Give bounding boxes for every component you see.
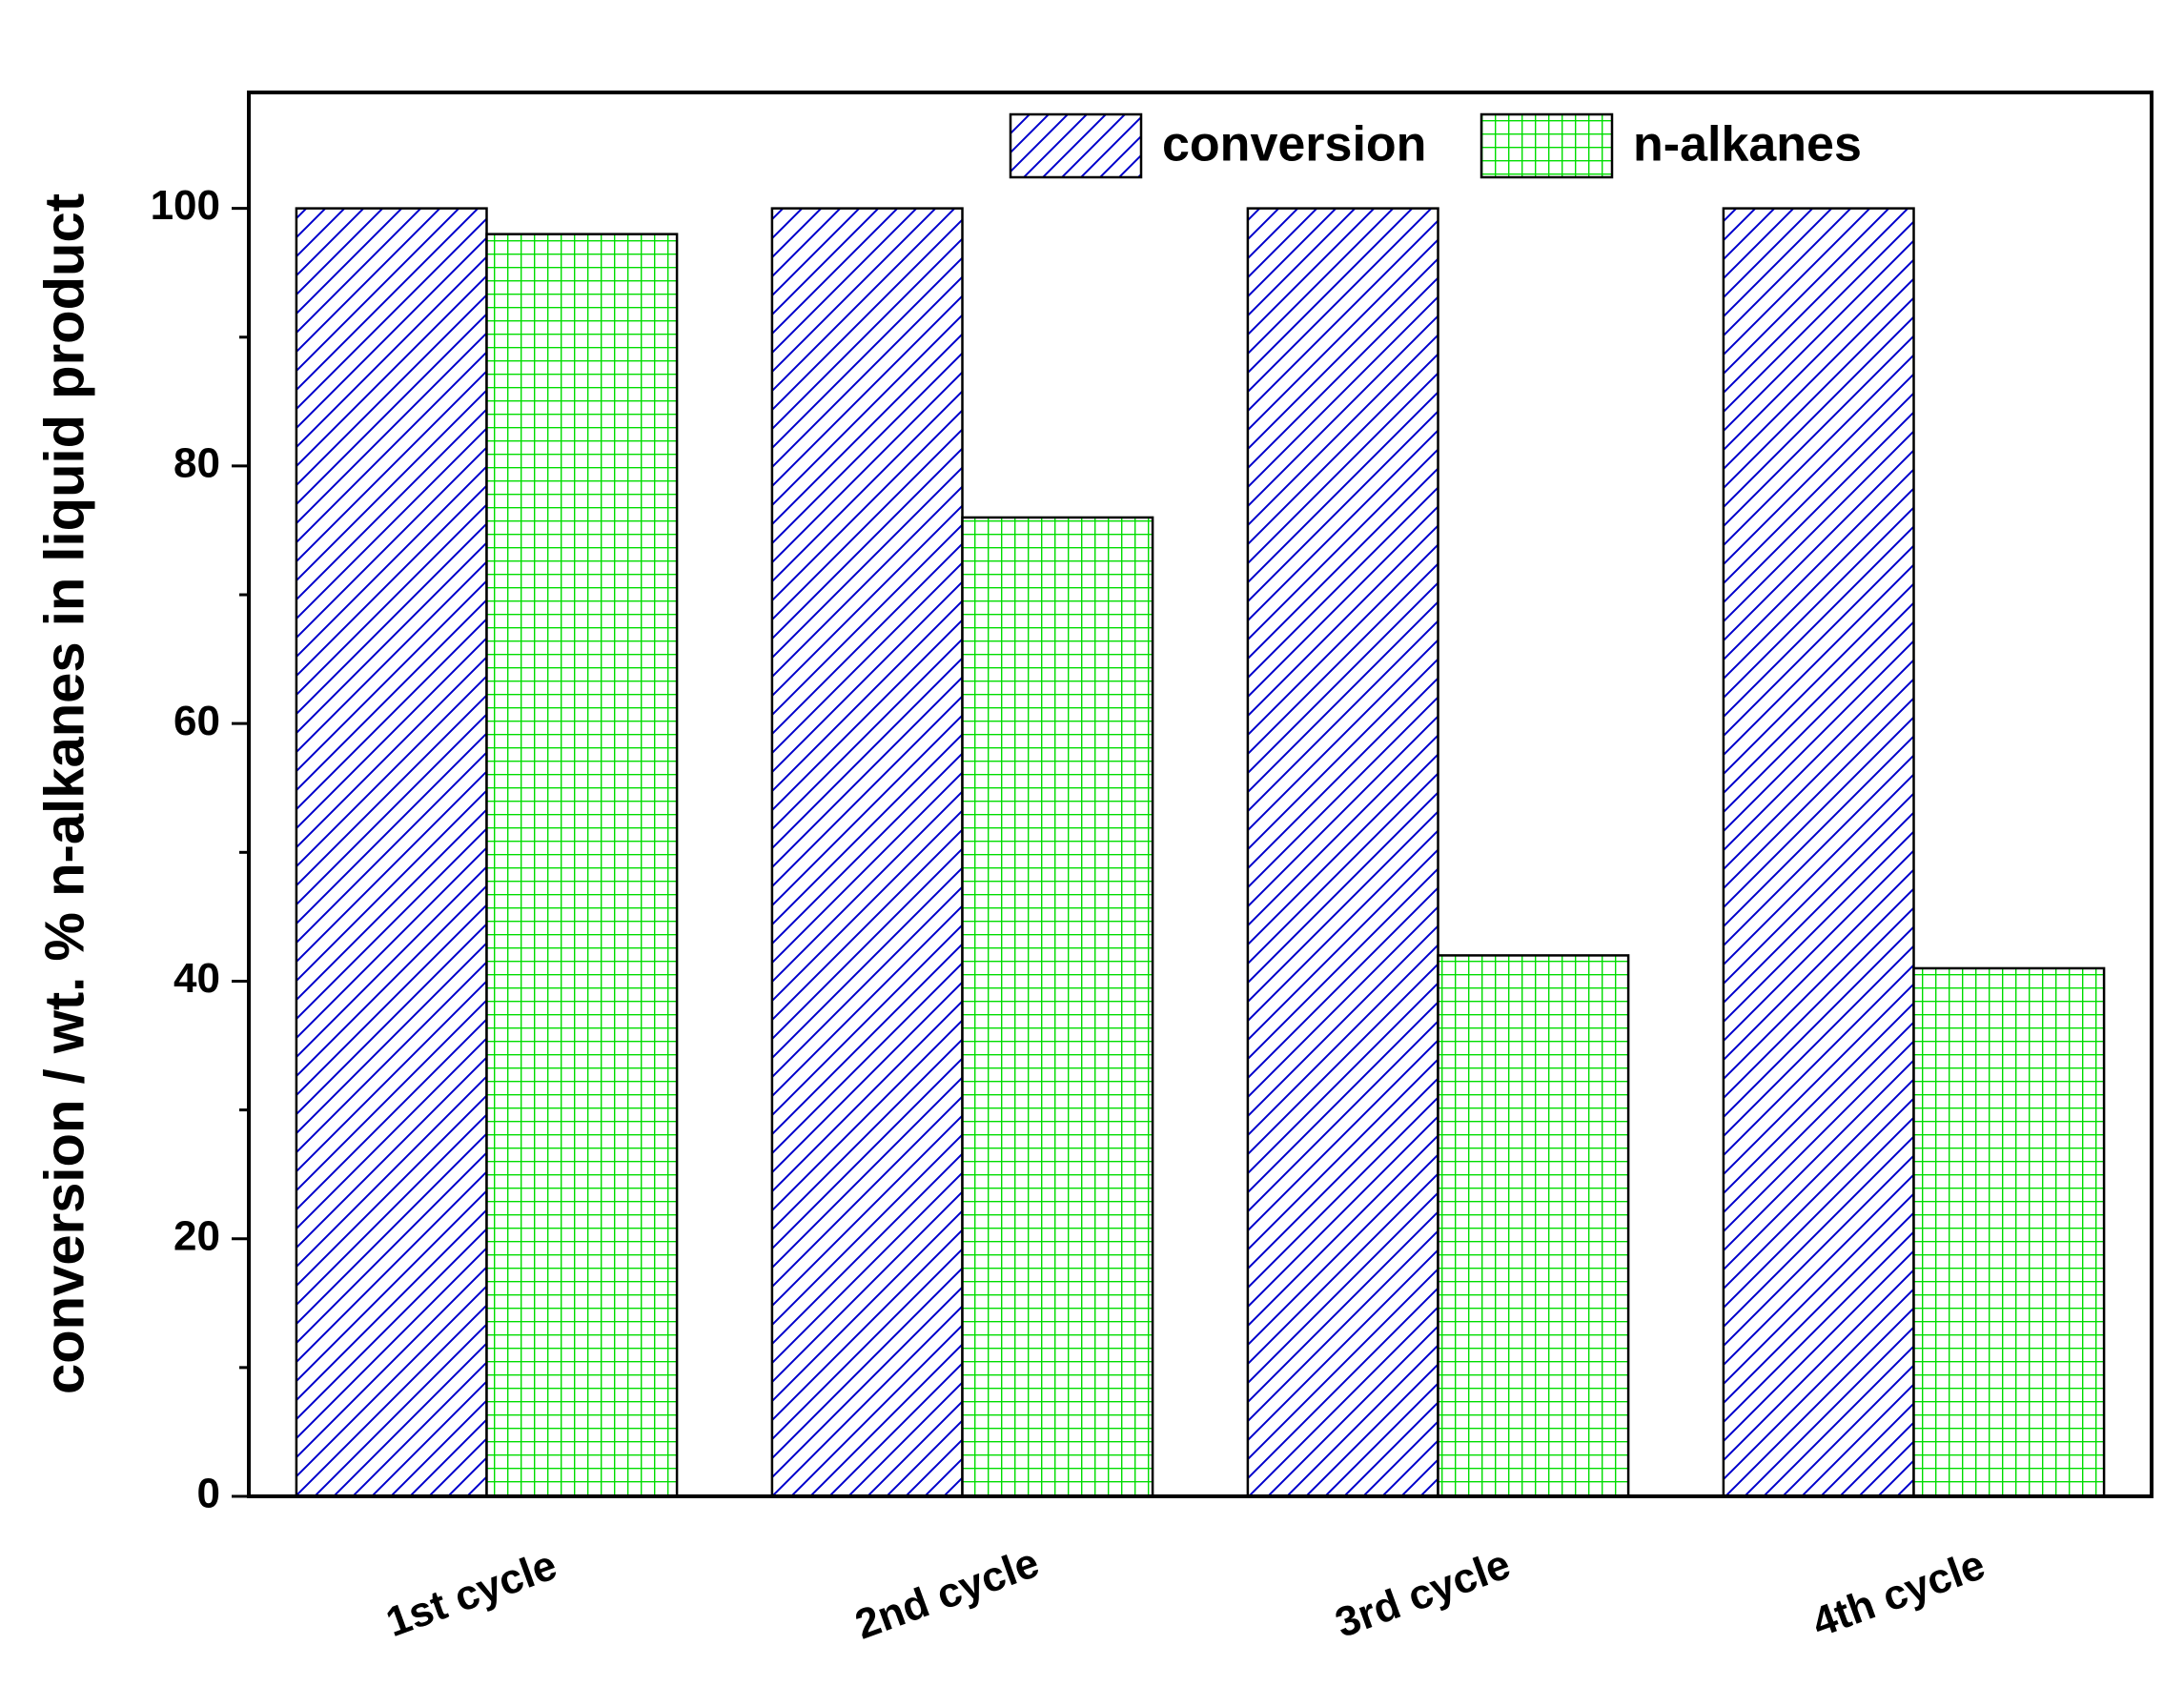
x-tick-label: 4th cycle [1806,1541,1991,1646]
legend-label: n-alkanes [1633,117,1862,173]
bar [770,207,964,1498]
x-tick-label: 2nd cycle [849,1539,1045,1649]
bar [1722,207,1915,1498]
y-tick-label: 0 [197,1471,220,1517]
y-axis-label: conversion / wt. % n-alkanes in liquid p… [33,193,95,1394]
legend-swatch [1480,112,1614,179]
y-tick-label: 80 [173,440,220,487]
bar [1246,207,1439,1498]
bar [1912,966,2106,1498]
x-tick-label: 1st cycle [380,1541,562,1646]
y-tick-label: 20 [173,1212,220,1259]
plot-frame [247,91,2153,1498]
legend-label: conversion [1162,117,1426,173]
x-tick-label: 3rd cycle [1329,1541,1516,1647]
bar [1437,954,1630,1498]
legend-swatch [1009,112,1143,179]
y-tick-label: 40 [173,955,220,1002]
bar [295,207,488,1498]
y-tick-label: 100 [151,182,220,229]
bar [485,233,679,1498]
bar [961,516,1154,1498]
y-tick-label: 60 [173,698,220,744]
